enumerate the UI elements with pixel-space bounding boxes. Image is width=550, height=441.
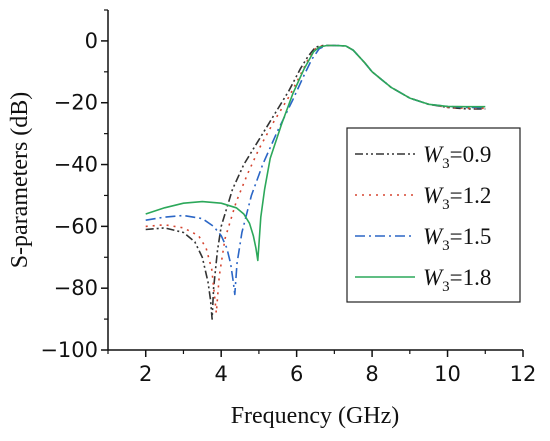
legend-label: W3=1.5 — [423, 224, 491, 254]
legend-subscript: 3 — [442, 279, 450, 295]
y-tick-label: −80 — [54, 276, 98, 300]
y-tick-label: −60 — [54, 214, 98, 238]
x-axis-title: Frequency (GHz) — [231, 403, 400, 429]
legend-symbol: W — [423, 183, 444, 208]
y-tick-label: −40 — [54, 153, 98, 177]
x-tick-label: 6 — [290, 362, 303, 386]
legend-value: =1.8 — [450, 265, 492, 290]
x-tick-label: 8 — [365, 362, 378, 386]
legend-box — [346, 127, 521, 303]
legend-label: W3=0.9 — [423, 142, 491, 172]
legend-value: =1.2 — [450, 183, 492, 208]
y-axis-title: S-parameters (dB) — [7, 92, 33, 269]
y-tick-label: −20 — [54, 91, 98, 115]
series-line — [145, 44, 486, 320]
legend-label: W3=1.8 — [423, 265, 491, 295]
legend-subscript: 3 — [442, 156, 450, 172]
series-line — [145, 44, 486, 314]
legend-symbol: W — [423, 224, 444, 249]
legend-subscript: 3 — [442, 197, 450, 213]
legend-value: =0.9 — [450, 142, 492, 167]
x-tick-label: 4 — [214, 362, 227, 386]
legend-label: W3=1.2 — [423, 183, 491, 213]
x-tick-label: 10 — [434, 362, 461, 386]
legend-symbol: W — [423, 265, 444, 290]
legend-symbol: W — [423, 142, 444, 167]
series-line — [145, 44, 486, 262]
x-tick-label: 2 — [139, 362, 152, 386]
legend-subscript: 3 — [442, 238, 450, 254]
y-tick-label: −100 — [40, 338, 98, 362]
y-tick-label: 0 — [85, 29, 98, 53]
x-tick-label: 12 — [510, 362, 537, 386]
legend-value: =1.5 — [450, 224, 492, 249]
